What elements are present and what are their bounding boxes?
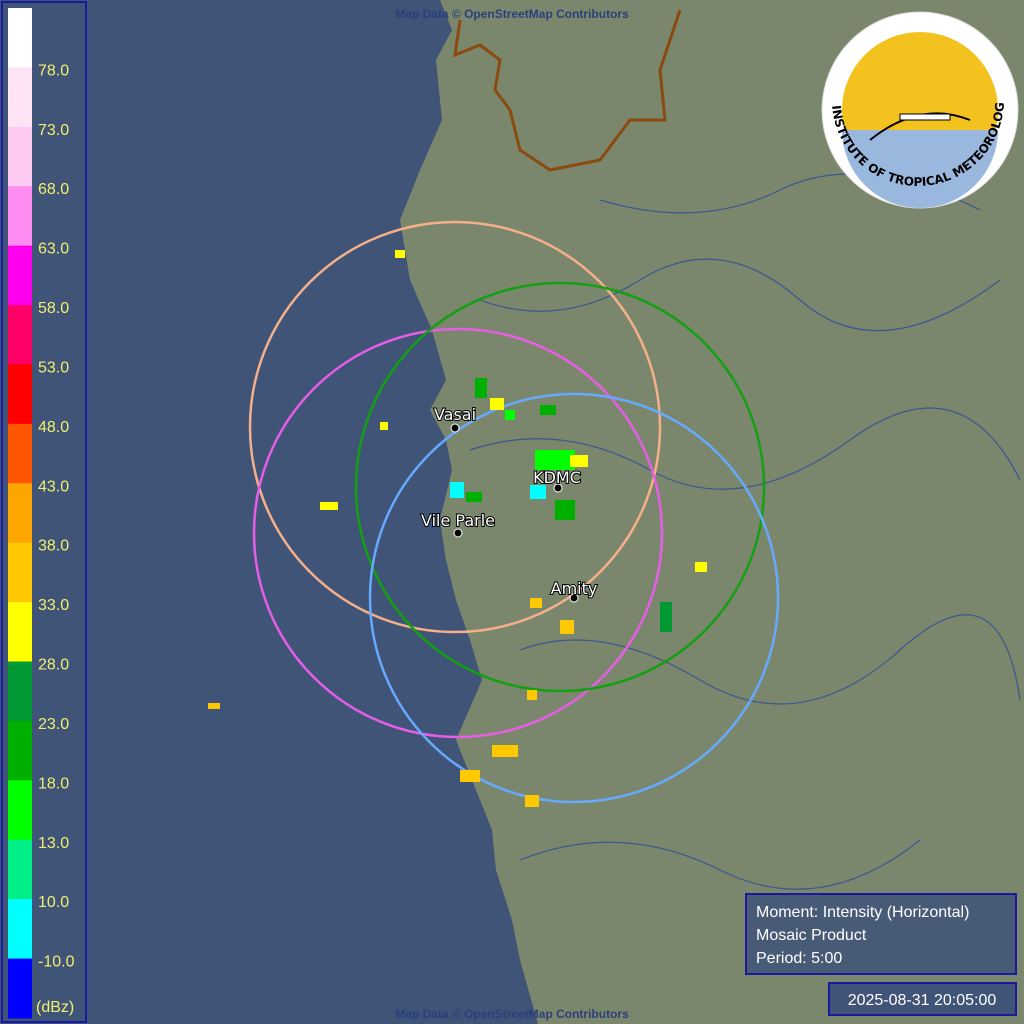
legend-label: 18.0 <box>38 775 69 792</box>
legend-swatch <box>8 364 32 425</box>
legend-label: 10.0 <box>38 894 69 911</box>
site-label: Amity <box>551 579 598 598</box>
site-label: KDMC <box>533 468 581 487</box>
radar-ranges <box>248 220 780 804</box>
legend-label: 33.0 <box>38 597 69 614</box>
legend-swatch <box>8 780 32 841</box>
legend-label: 58.0 <box>38 300 69 317</box>
legend-swatch <box>8 661 32 722</box>
info-line: Mosaic Product <box>756 927 867 944</box>
legend-label: 78.0 <box>38 62 69 79</box>
legend-swatch <box>8 8 32 68</box>
legend-swatch <box>8 720 32 781</box>
legend-label: 38.0 <box>38 538 69 555</box>
site-marker <box>453 528 463 538</box>
site-label: Vile Parle <box>421 511 495 530</box>
legend: 78.0 73.0 68.0 63.0 58.0 53.0 48.0 43.0 38.0 33.0… <box>1 1 87 1023</box>
legend-swatch <box>8 542 32 603</box>
sites: Vasai KDMC Vile Parle Amity <box>420 404 598 603</box>
site-marker <box>450 423 460 433</box>
legend-label: 43.0 <box>38 478 69 495</box>
legend-swatch <box>8 67 32 128</box>
legend-label: 28.0 <box>38 657 69 674</box>
legend-swatch <box>8 245 32 306</box>
legend-swatch <box>8 305 32 365</box>
legend-label: 53.0 <box>38 359 69 376</box>
site-marker <box>553 483 563 493</box>
rivers <box>469 173 1021 890</box>
legend-swatch <box>8 839 32 900</box>
legend-unit: (dBz) <box>36 999 74 1016</box>
timestamp: 2025-08-31 20:05:00 <box>848 992 997 1009</box>
site-label: Vasai <box>434 405 476 424</box>
legend-swatch <box>8 483 32 544</box>
legend-label: 63.0 <box>38 241 69 258</box>
legend-swatch <box>8 126 32 187</box>
legend-swatch <box>8 899 32 960</box>
legend-label: 48.0 <box>38 419 69 436</box>
legend-label: -10.0 <box>38 954 75 971</box>
attribution: Map Data © OpenStreetMap Contributors <box>395 7 629 21</box>
legend-label: 13.0 <box>38 835 69 852</box>
legend-label: 23.0 <box>38 716 69 733</box>
timestamp-box: 2025-08-31 20:05:00 <box>828 982 1017 1016</box>
legend-label: 68.0 <box>38 181 69 198</box>
legend-swatch <box>8 958 32 1019</box>
district-boundary <box>453 9 682 172</box>
legend-swatch <box>8 186 32 247</box>
land <box>400 0 1024 1024</box>
legend-swatch <box>8 423 32 484</box>
attribution: Map Data © OpenStreetMap Contributors <box>395 1007 629 1021</box>
legend-label: 73.0 <box>38 122 69 139</box>
legend-swatch <box>8 602 32 663</box>
site-marker <box>569 593 579 603</box>
info-box: Moment: Intensity (Horizontal) Mosaic Pr… <box>745 893 1017 975</box>
info-line: Period: 5:00 <box>756 950 842 967</box>
info-line: Moment: Intensity (Horizontal) <box>756 904 969 921</box>
echoes <box>208 250 707 807</box>
